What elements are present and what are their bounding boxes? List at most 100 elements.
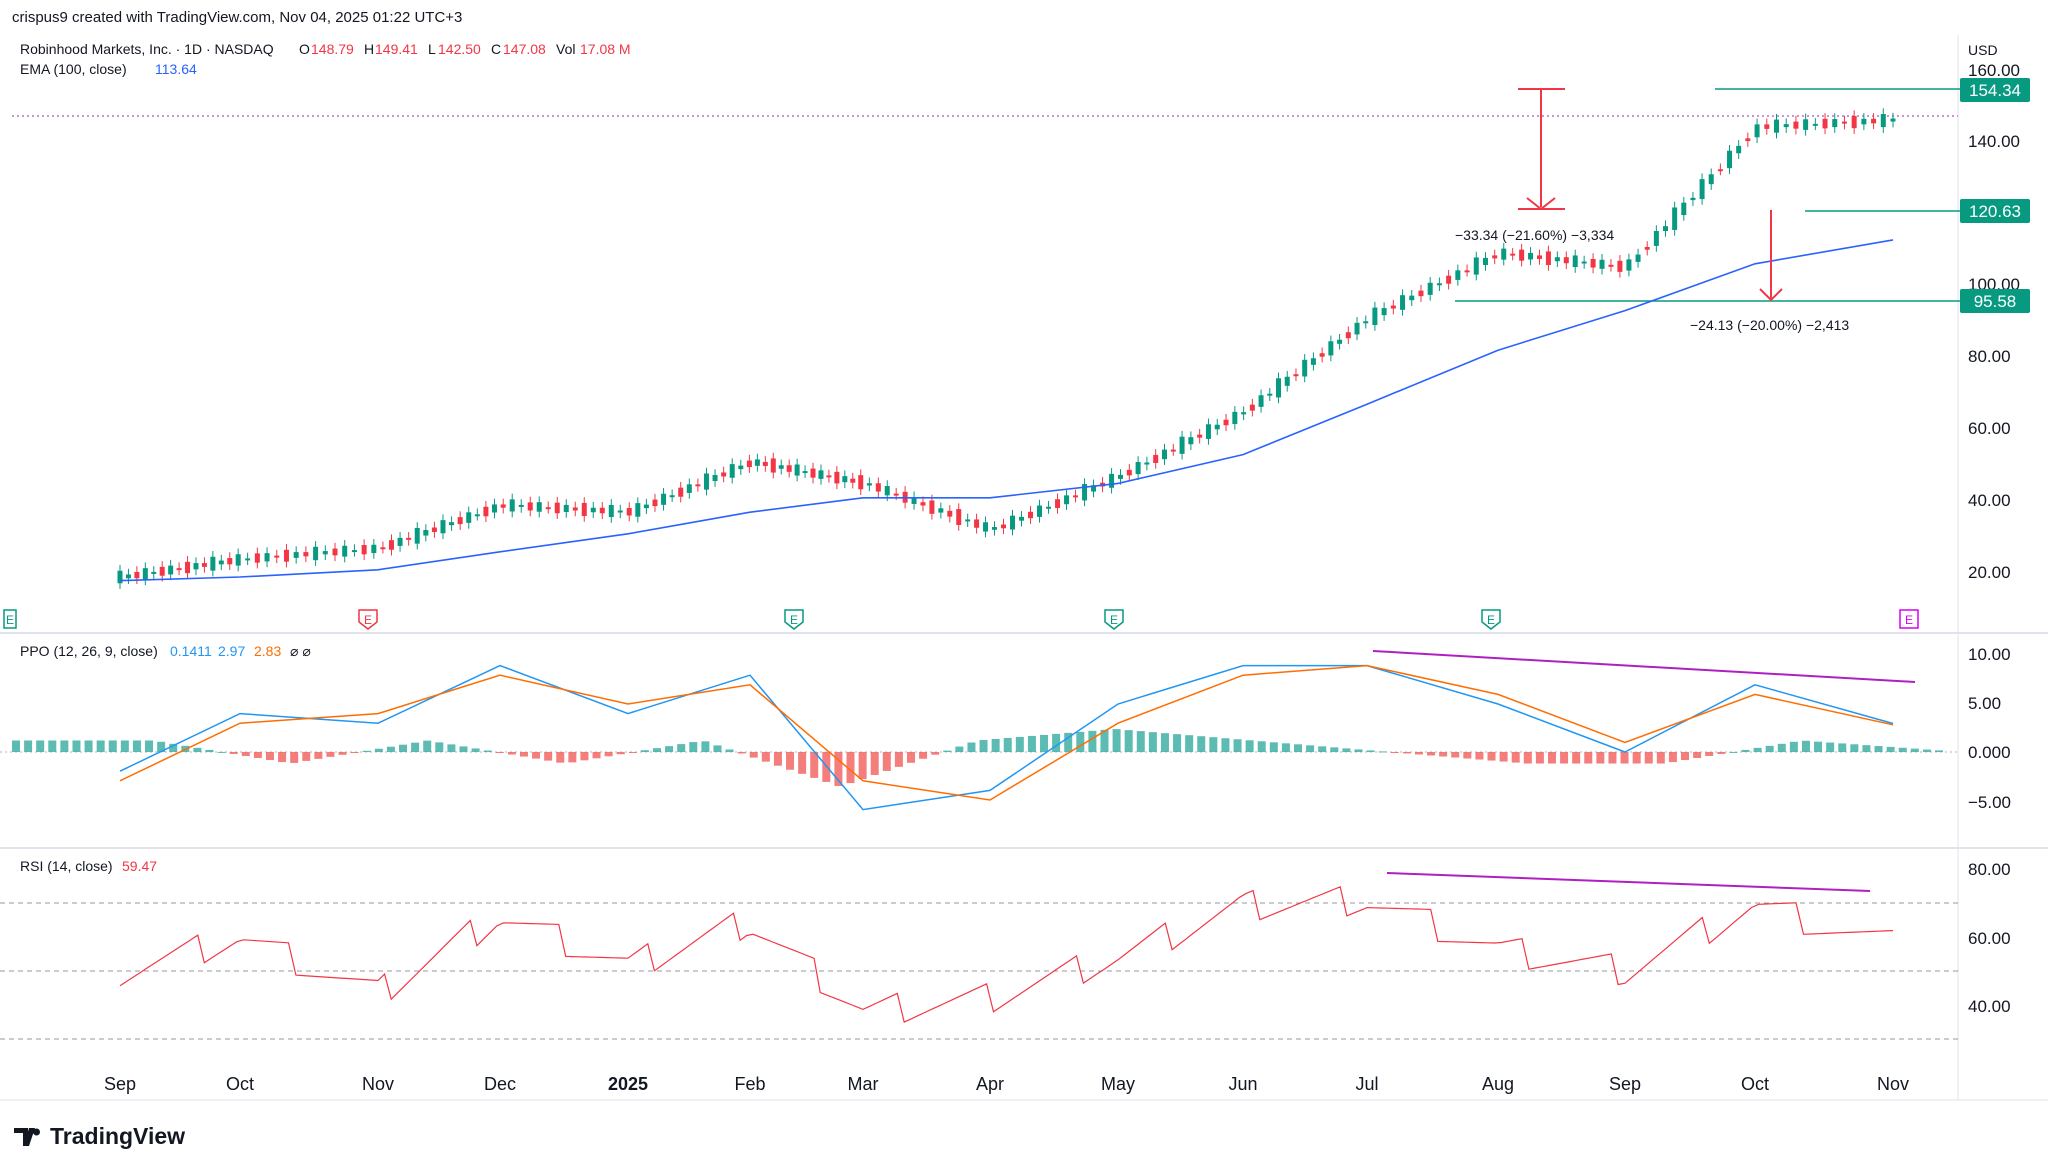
- candle-body: [1635, 254, 1641, 262]
- measure-label-1: −33.34 (−21.60%) −3,334: [1455, 227, 1614, 243]
- earnings-marker[interactable]: E: [1899, 609, 1919, 629]
- candle-body: [974, 519, 980, 528]
- time-tick: 2025: [608, 1074, 648, 1094]
- candle-body: [185, 561, 191, 574]
- candle-body: [125, 574, 131, 579]
- candle-body: [1241, 412, 1247, 415]
- candle-body: [1617, 260, 1623, 272]
- ppo-histogram-bar: [725, 749, 734, 752]
- ppo-hidden-icons[interactable]: ⌀ ⌀: [290, 643, 311, 659]
- candle-body: [1754, 124, 1760, 138]
- earnings-marker[interactable]: E: [3, 609, 17, 629]
- time-tick: Nov: [1877, 1074, 1909, 1094]
- candle-body: [1880, 114, 1886, 128]
- candle-body: [1427, 282, 1433, 295]
- candle-body: [1310, 358, 1316, 365]
- candle-body: [483, 506, 489, 517]
- price-tag-154: [1960, 78, 2030, 102]
- candle-body: [1736, 145, 1742, 154]
- ppo-histogram-bar: [677, 744, 686, 752]
- candle-body: [608, 504, 614, 518]
- candle-body: [794, 464, 800, 476]
- rsi-value: 59.47: [122, 858, 157, 874]
- ppo-histogram-bar: [1124, 730, 1133, 752]
- ppo-histogram-bar: [568, 752, 577, 763]
- candle-body: [193, 563, 199, 570]
- ema-label: EMA (100, close): [20, 61, 127, 77]
- candle-body: [590, 507, 596, 513]
- ppo-histogram-bar: [592, 752, 601, 759]
- candle-body: [762, 461, 768, 466]
- candle-body: [721, 472, 727, 477]
- candle-body: [850, 478, 856, 483]
- ppo-histogram-bar: [72, 740, 81, 752]
- time-tick: May: [1101, 1074, 1135, 1094]
- price-tick: 80.00: [1968, 347, 2011, 366]
- candle-body: [1345, 332, 1351, 339]
- candle-body: [965, 519, 971, 522]
- candle-body: [1851, 116, 1857, 129]
- candle-body: [1019, 516, 1025, 521]
- candle-body: [500, 504, 506, 508]
- candle-body: [1783, 124, 1789, 128]
- candle-body: [142, 568, 148, 580]
- ppo-histogram-bar: [423, 740, 432, 752]
- ppo-histogram-bar: [919, 752, 928, 759]
- candle-body: [1223, 419, 1229, 426]
- ema-line: [119, 239, 1894, 582]
- svg-text:E: E: [6, 613, 14, 627]
- ppo-divergence-line[interactable]: [1372, 650, 1916, 683]
- ppo-histogram-bar: [906, 752, 915, 763]
- candle-body: [1727, 150, 1733, 169]
- candle-body: [983, 522, 989, 532]
- candle-body: [1028, 511, 1034, 519]
- candle-body: [617, 510, 623, 513]
- ppo-histogram-bar: [1245, 740, 1254, 752]
- logo-text: TradingView: [50, 1123, 185, 1149]
- candle-body: [1717, 169, 1723, 172]
- time-tick: Dec: [484, 1074, 516, 1094]
- ppo-histogram-bar: [1209, 737, 1218, 752]
- candle-body: [313, 546, 319, 561]
- candle-body: [449, 522, 455, 526]
- rsi-tick: 60.00: [1968, 929, 2011, 948]
- ppo-histogram-bar: [1596, 752, 1605, 764]
- ppo-histogram-bar: [459, 746, 468, 752]
- candle-body: [1545, 251, 1551, 266]
- ema-value: 113.64: [155, 61, 197, 77]
- volume-label: Vol: [556, 41, 575, 57]
- ppo-histogram-bar: [120, 740, 129, 752]
- candle-body: [1473, 257, 1479, 275]
- ppo-histogram-bar: [810, 752, 819, 778]
- ppo-histogram-bar: [1451, 752, 1460, 758]
- candle-body: [406, 537, 412, 540]
- ppo-histogram-bar: [314, 752, 323, 759]
- candle-body: [1284, 376, 1290, 386]
- candle-body: [947, 510, 953, 517]
- time-axis: Sep Oct Nov Dec 2025 Feb Mar Apr May Jun Jul Aug Sep…: [104, 1074, 1909, 1094]
- candle-body: [1822, 118, 1828, 129]
- time-tick: Oct: [226, 1074, 254, 1094]
- ppo-histogram-bar: [1040, 734, 1049, 752]
- earnings-marker[interactable]: E: [1104, 609, 1124, 630]
- earnings-marker[interactable]: E: [358, 609, 378, 630]
- candle-body: [1409, 295, 1415, 301]
- candle-body: [1764, 124, 1770, 129]
- candle-body: [754, 459, 760, 466]
- candle-body: [729, 464, 735, 478]
- earnings-marker[interactable]: E: [784, 609, 804, 630]
- ppo-histogram-bar: [253, 752, 262, 759]
- ppo-histogram-bar: [193, 747, 202, 752]
- earnings-marker[interactable]: E: [1481, 609, 1501, 630]
- ppo-histogram-bar: [1922, 749, 1931, 752]
- rsi-divergence-line[interactable]: [1386, 872, 1871, 892]
- ppo-histogram-bar: [1221, 738, 1230, 752]
- candle-body: [1037, 505, 1043, 517]
- time-tick: Apr: [976, 1074, 1004, 1094]
- ppo-histogram-bar: [507, 752, 516, 755]
- candle-body: [802, 471, 808, 474]
- candle-body: [810, 468, 816, 478]
- candle-body: [545, 507, 551, 510]
- ppo-value-3: 2.83: [254, 643, 281, 659]
